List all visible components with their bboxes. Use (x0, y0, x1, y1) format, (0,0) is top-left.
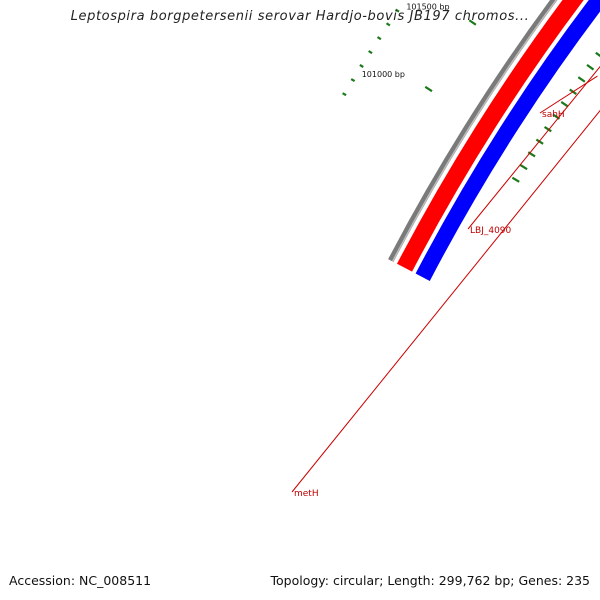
forward-gene-upper[interactable] (396, 0, 600, 272)
feature-tick (595, 51, 600, 58)
gene-sahH[interactable] (415, 0, 600, 281)
backbone-arc (388, 0, 558, 262)
major-tick-ring (424, 19, 477, 93)
feature-tick (543, 125, 552, 133)
genome-summary: Topology: circular; Length: 299,762 bp; … (270, 573, 590, 588)
accession-label: Accession: NC_008511 (9, 573, 152, 588)
tick-label: 101500 bp (406, 3, 449, 12)
metH-leader-line (291, 109, 600, 493)
minor-tick (368, 50, 373, 55)
feature-tick (519, 163, 528, 171)
minor-tick (376, 36, 382, 41)
minor-tick (395, 8, 400, 13)
LBJ_4090-leader-line (467, 65, 600, 230)
feature-tick (577, 76, 586, 83)
gene-label-LBJ_4090[interactable]: LBJ_4090 (470, 226, 512, 236)
minor-tick (350, 78, 356, 83)
minor-tick (385, 22, 391, 27)
gene-labels: sahH LBJ_4090 metH (291, 65, 600, 499)
gene-label-metH[interactable]: metH (294, 489, 319, 499)
feature-tick (560, 101, 569, 108)
feature-tick (535, 138, 544, 145)
feature-tick (511, 176, 520, 183)
minor-tick (359, 64, 364, 69)
major-tick (468, 19, 477, 26)
minor-tick-ring (342, 8, 400, 97)
tick-label: 101000 bp (362, 70, 405, 79)
feature-tracks (388, 0, 600, 281)
backbone-highlight (391, 0, 558, 262)
major-tick (424, 85, 433, 93)
gene-label-sahH[interactable]: sahH (542, 110, 565, 120)
map-title: Leptospira borgpetersenii serovar Hardjo… (70, 9, 530, 24)
minor-tick (342, 92, 347, 97)
feature-tick (586, 64, 595, 71)
